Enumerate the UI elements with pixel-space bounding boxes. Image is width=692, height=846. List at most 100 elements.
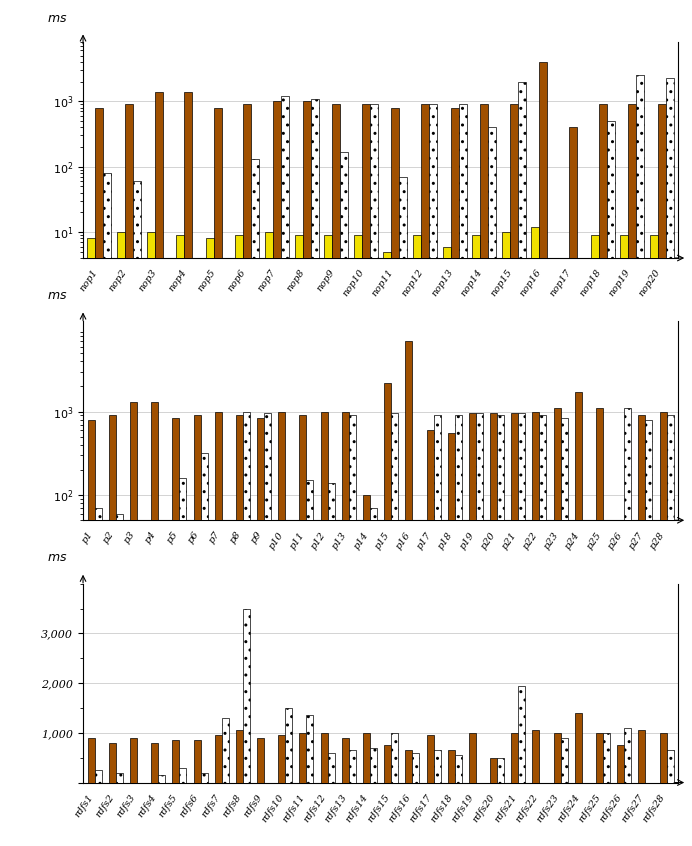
Bar [109,743,116,783]
Bar [384,383,391,846]
Bar [324,235,332,846]
Bar [459,104,466,846]
Bar [472,235,480,846]
Bar [370,104,378,846]
Bar [540,62,547,846]
Bar [116,514,123,846]
Text: $ms$: $ms$ [47,551,68,563]
Bar [575,713,582,783]
Bar [497,415,504,846]
Bar [327,753,335,783]
Legend: SPARQL-algebra, TreeSolver, AFMU: SPARQL-algebra, TreeSolver, AFMU [230,355,531,377]
Bar [469,733,476,783]
Bar [518,82,526,846]
Bar [278,412,285,846]
Bar [116,772,123,783]
Bar [617,745,624,783]
Bar [406,750,412,783]
Bar [532,412,540,846]
Bar [215,735,221,783]
Bar [147,232,154,846]
Bar [502,232,510,846]
Bar [130,402,137,846]
Bar [235,235,244,846]
Bar [370,508,377,846]
Bar [540,415,547,846]
Bar [300,415,307,846]
Bar [184,91,192,846]
Bar [273,102,281,846]
Bar [257,418,264,846]
Bar [628,104,636,846]
Bar [87,239,95,846]
Bar [511,733,518,783]
Bar [666,78,674,846]
Bar [179,478,186,846]
Bar [281,96,289,846]
Bar [340,151,348,846]
Bar [95,107,103,846]
Bar [117,232,125,846]
Bar [214,107,221,846]
Bar [176,235,184,846]
Bar [130,738,137,783]
Bar [599,104,607,846]
Bar [413,235,421,846]
Bar [450,107,459,846]
Bar [596,408,603,846]
Bar [399,177,408,846]
Bar [575,393,582,846]
Bar [429,104,437,846]
Bar [285,708,292,783]
Bar [383,252,392,846]
Bar [603,733,610,783]
Bar [103,173,111,846]
Bar [342,738,349,783]
Bar [392,107,399,846]
Bar [243,608,250,783]
Bar [206,239,214,846]
Bar [243,412,250,846]
Bar [88,738,95,783]
Bar [194,415,201,846]
Bar [480,104,489,846]
Bar [391,733,398,783]
Bar [349,750,356,783]
Bar [511,414,518,846]
Bar [591,235,599,846]
Bar [194,740,201,783]
Bar [158,775,165,783]
Bar [650,235,658,846]
Bar [257,738,264,783]
Bar [278,735,285,783]
Bar [624,408,631,846]
Bar [320,412,327,846]
Bar [624,728,631,783]
Bar [152,402,158,846]
Bar [311,99,318,846]
Bar [497,758,504,783]
Bar [201,453,208,846]
Bar [412,753,419,783]
Bar [95,508,102,846]
Bar [659,733,666,783]
Bar [332,104,340,846]
Bar [363,495,370,846]
Bar [307,481,313,846]
Bar [489,128,496,846]
Bar [620,235,628,846]
Bar [363,733,370,783]
Bar [448,750,455,783]
Bar [666,750,673,783]
Bar [179,767,186,783]
Bar [342,412,349,846]
Bar [636,75,644,846]
Bar [596,733,603,783]
Bar [320,733,327,783]
Bar [434,415,441,846]
Bar [384,745,391,783]
Bar [455,755,462,783]
Bar [607,121,614,846]
Bar [426,430,434,846]
Bar [152,743,158,783]
